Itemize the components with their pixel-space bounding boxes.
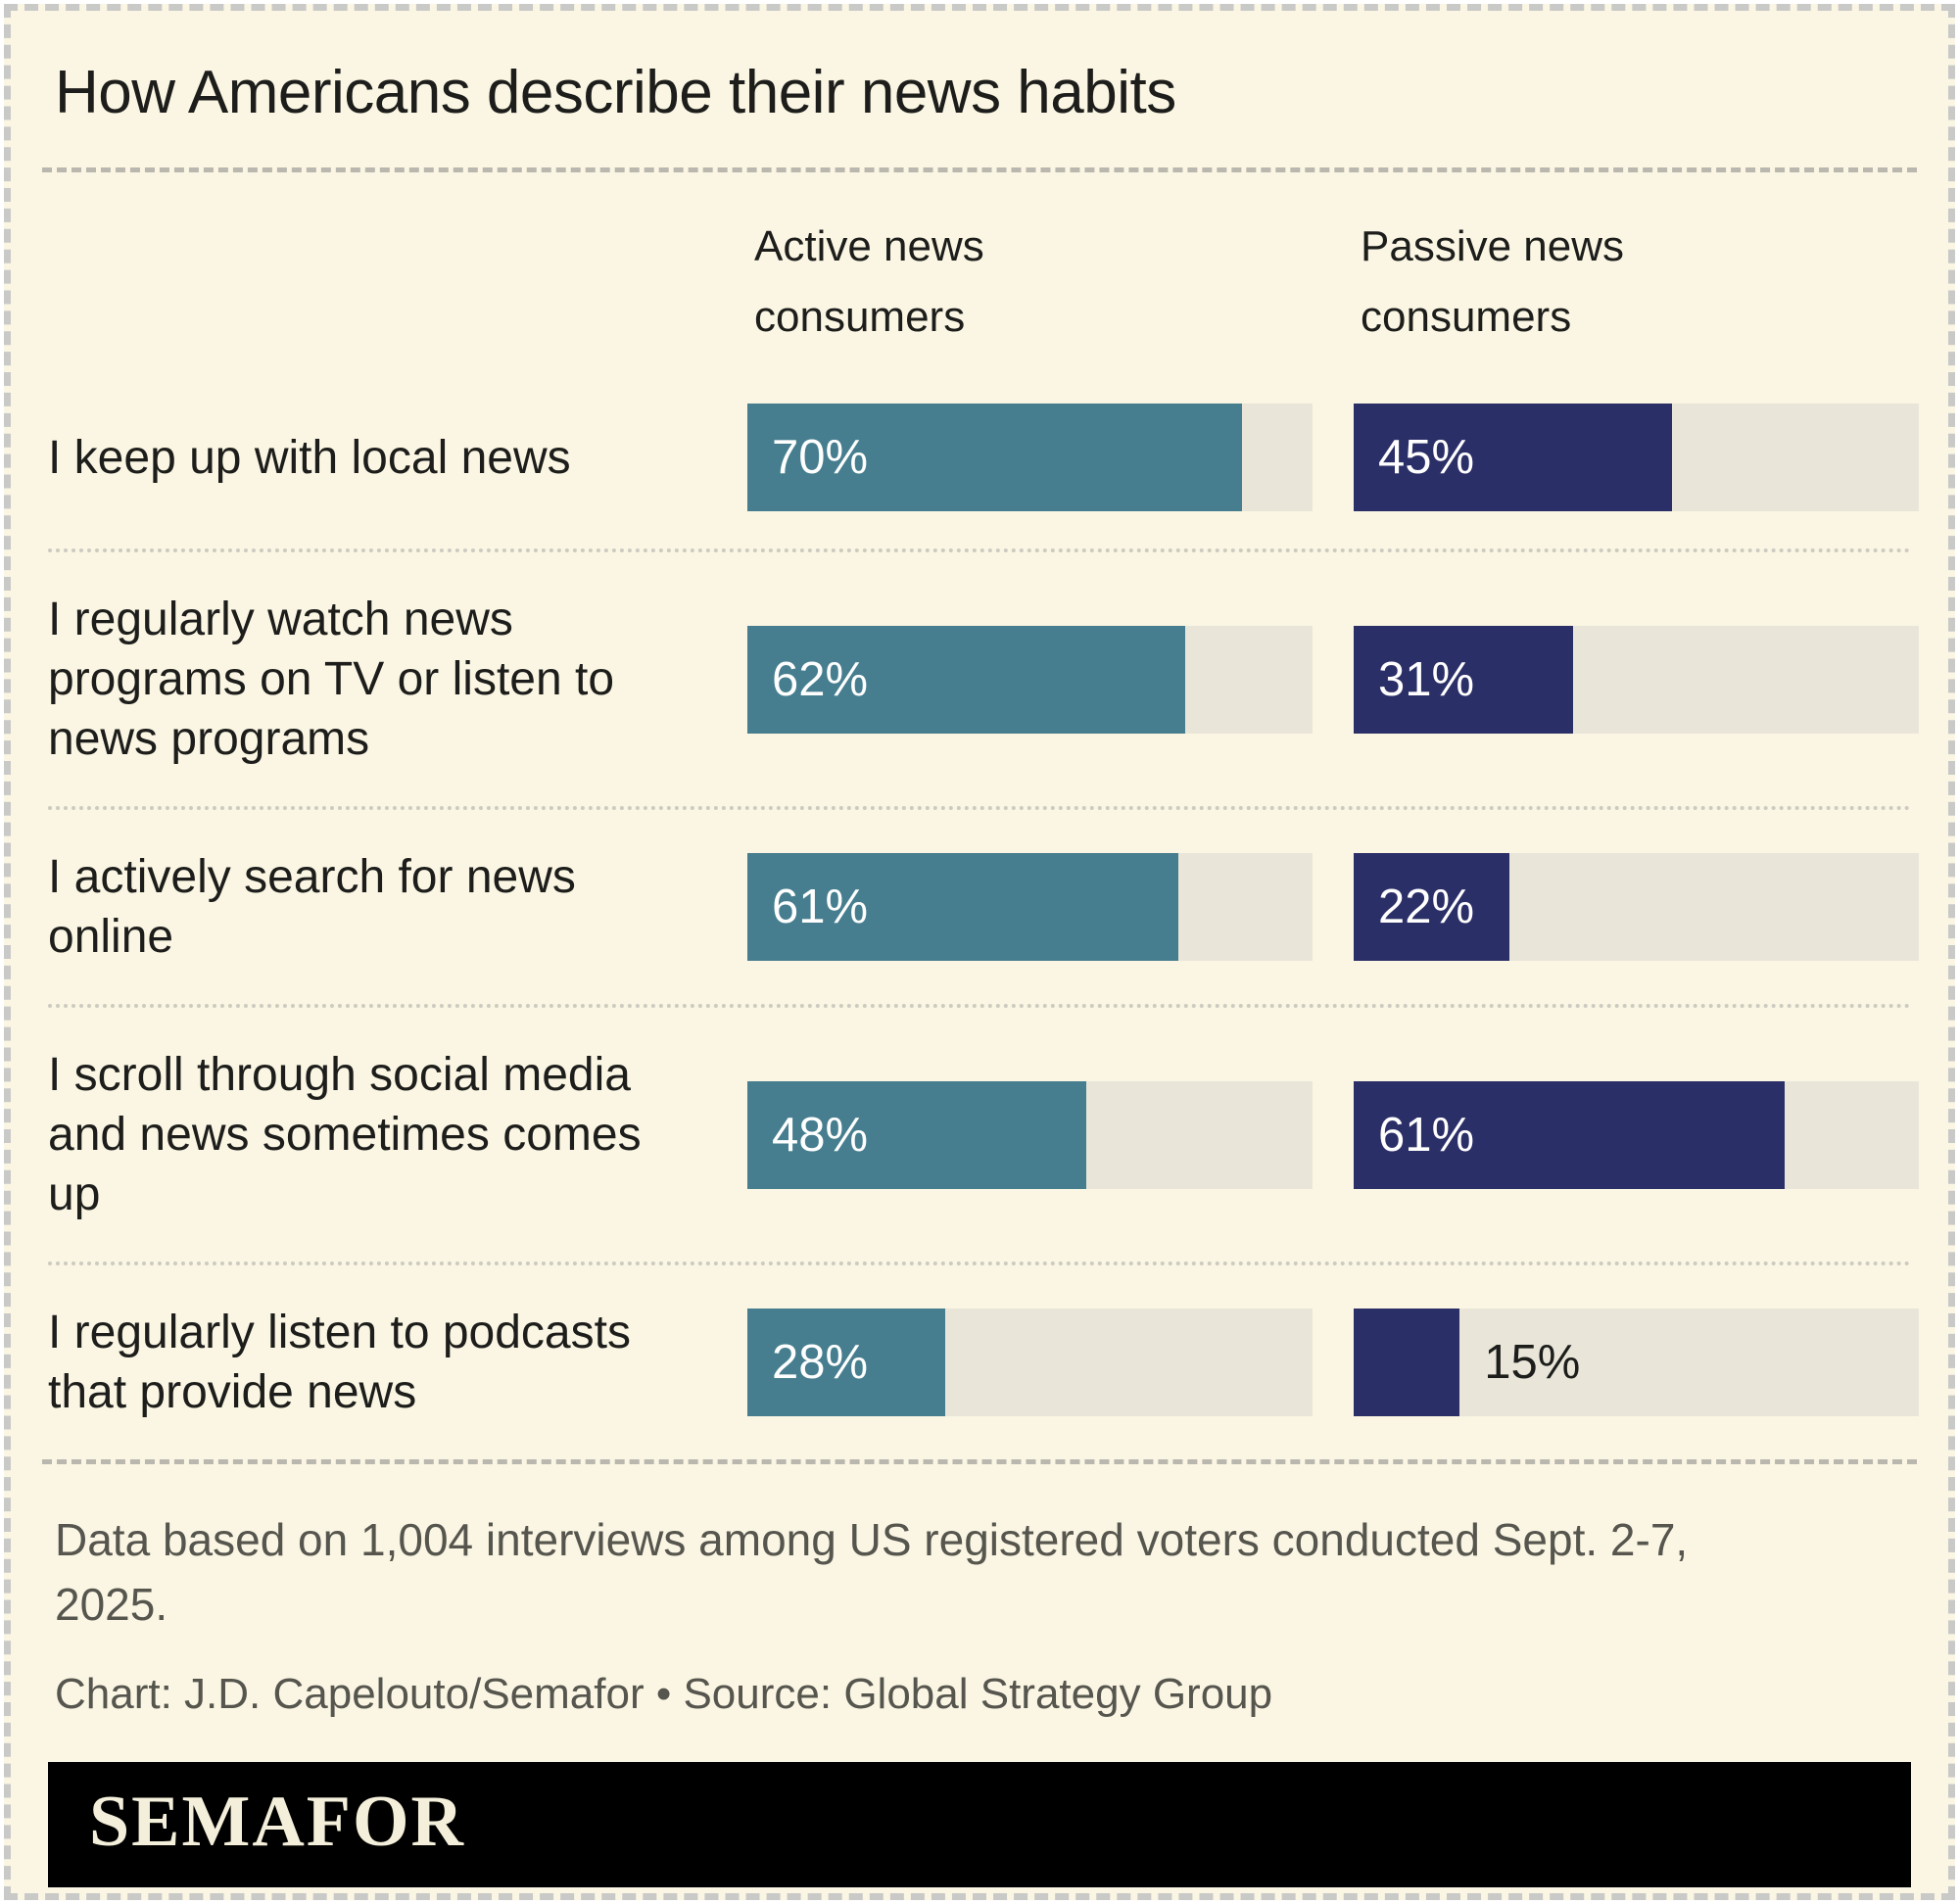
- bar-value-label: 28%: [772, 1336, 869, 1389]
- bar-fill: [747, 1309, 945, 1416]
- bar-fill: [1354, 625, 1573, 734]
- chart-panel: How Americans describe their news habits…: [4, 4, 1955, 1900]
- bar-fill: [747, 404, 1242, 511]
- bar-track: 45%: [1354, 404, 1919, 511]
- bar-track: 31%: [1354, 625, 1919, 734]
- bar-track: 15%: [1354, 1309, 1919, 1416]
- bar-fill: [1354, 853, 1509, 961]
- row-label: I keep up with local news: [48, 431, 571, 484]
- rows: I keep up with local news 70% 45% I regu…: [48, 366, 1919, 1459]
- bar-track: 62%: [747, 625, 1313, 734]
- bar-value-label: 62%: [772, 652, 869, 706]
- bar-track: 28%: [747, 1309, 1313, 1416]
- bar-value-label: 22%: [1378, 881, 1475, 933]
- bar-value-label: 15%: [1484, 1336, 1581, 1389]
- table-row: I regularly watch news programs on TV or…: [48, 548, 1919, 806]
- column-headers: Active news consumers Passive news consu…: [48, 172, 1911, 366]
- bar-value-label: 48%: [772, 1108, 869, 1162]
- bar-value-label: 70%: [772, 431, 869, 484]
- chart-body: Active news consumers Passive news consu…: [48, 172, 1919, 1459]
- column-header-active: Active news consumers: [754, 222, 984, 341]
- footer-separator: [42, 1459, 1917, 1464]
- row-label: I regularly listen to podcasts that prov…: [48, 1307, 631, 1418]
- table-row: I scroll through social media and news s…: [48, 1004, 1919, 1261]
- footer-note: Data based on 1,004 interviews among US …: [55, 1514, 1689, 1630]
- bar-value-label: 61%: [1378, 1108, 1475, 1162]
- table-row: I regularly listen to podcasts that prov…: [48, 1261, 1919, 1459]
- table-row: I actively search for news online 61% 22…: [48, 806, 1919, 1004]
- bar-fill: [747, 853, 1178, 961]
- title-separator: [42, 167, 1917, 172]
- bar-value-label: 61%: [772, 881, 869, 933]
- bar-value-label: 31%: [1378, 652, 1475, 706]
- table-row: I keep up with local news 70% 45%: [48, 366, 1919, 548]
- bar-fill: [747, 625, 1186, 734]
- row-label: I regularly watch news programs on TV or…: [48, 594, 615, 765]
- bar-track: 22%: [1354, 853, 1919, 961]
- bar-fill: [1354, 1309, 1460, 1416]
- page-title: How Americans describe their news habits: [55, 59, 1176, 126]
- column-header-passive: Passive news consumers: [1361, 222, 1625, 341]
- row-label: I actively search for news online: [48, 851, 576, 963]
- bar-track: 61%: [1354, 1080, 1919, 1189]
- bar-track: 70%: [747, 404, 1313, 511]
- bar-track: 61%: [747, 853, 1313, 961]
- row-label: I scroll through social media and news s…: [48, 1049, 642, 1220]
- bar-fill: [1354, 1080, 1785, 1189]
- semafor-logo-bar: SEMAFOR: [48, 1762, 1911, 1887]
- bar-fill: [1354, 404, 1672, 511]
- bar-fill: [747, 1080, 1087, 1189]
- footer-credit: Chart: J.D. Capelouto/Semafor • Source: …: [55, 1670, 1273, 1718]
- semafor-logo: SEMAFOR: [89, 1781, 465, 1862]
- bar-track: 48%: [747, 1080, 1313, 1189]
- bar-value-label: 45%: [1378, 431, 1475, 484]
